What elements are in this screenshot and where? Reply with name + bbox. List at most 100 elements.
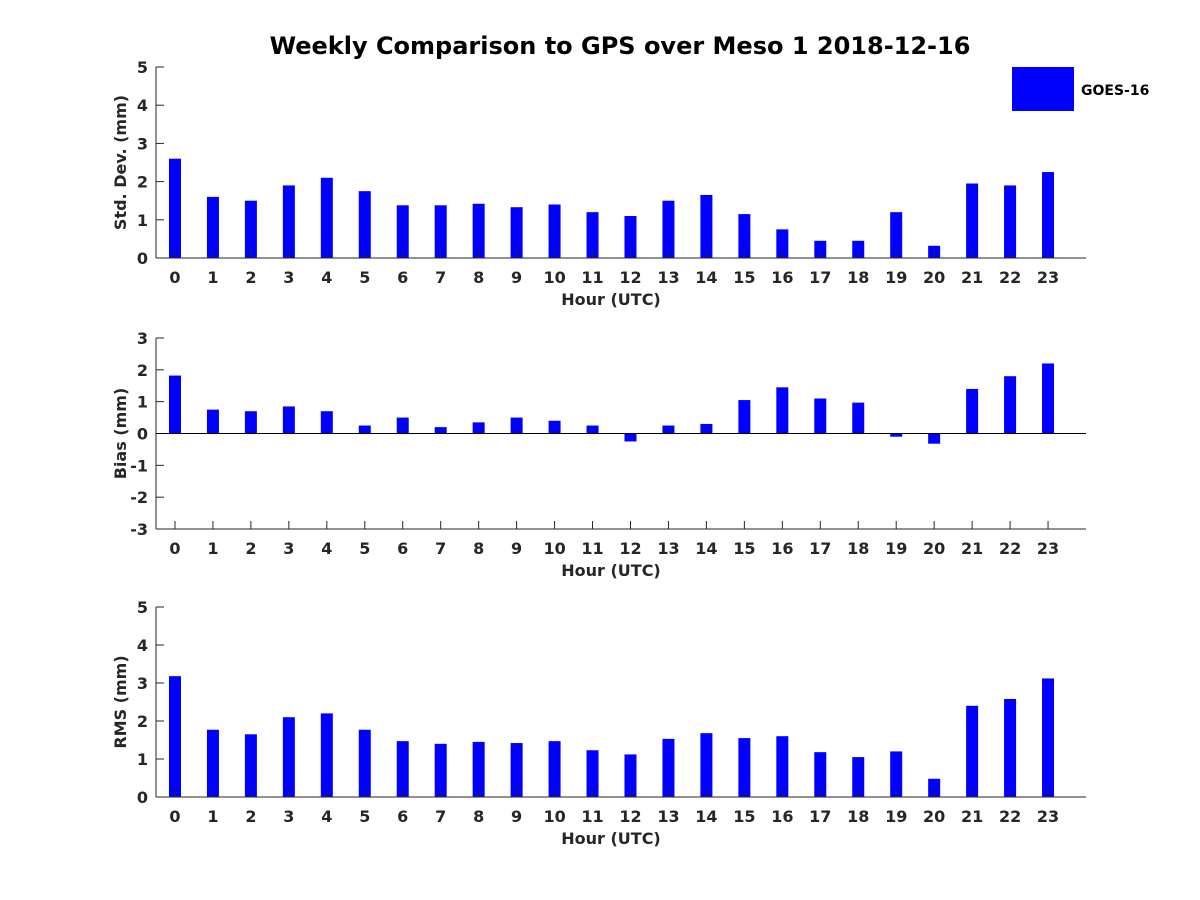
- bar-std-dev-hour-13: [662, 200, 675, 258]
- bar-bias-hour-19: [890, 433, 903, 437]
- x-tick-label: 18: [847, 807, 869, 826]
- x-tick-label: 18: [847, 268, 869, 287]
- bar-std-dev-hour-11: [586, 212, 599, 258]
- bar-bias-hour-13: [662, 425, 675, 434]
- bar-rms-hour-3: [282, 717, 295, 797]
- x-tick-label: 20: [923, 807, 945, 826]
- y-tick-label: 2: [137, 173, 148, 192]
- x-tick-label: 3: [283, 268, 294, 287]
- x-tick-label: 23: [1037, 807, 1059, 826]
- bar-rms-hour-7: [434, 743, 447, 797]
- x-tick-label: 0: [169, 807, 180, 826]
- bar-rms-hour-2: [244, 734, 257, 797]
- y-tick-label: 4: [137, 636, 148, 655]
- x-tick-label: 17: [809, 268, 831, 287]
- x-tick-label: 11: [581, 807, 603, 826]
- x-tick-label: 2: [245, 539, 256, 558]
- bar-bias-hour-21: [966, 388, 979, 434]
- x-tick-label: 9: [511, 807, 522, 826]
- x-tick-label: 4: [321, 807, 332, 826]
- x-tick-label: 21: [961, 539, 983, 558]
- bar-std-dev-hour-15: [738, 214, 751, 258]
- x-tick-label: 17: [809, 807, 831, 826]
- y-tick-label: 4: [137, 96, 148, 115]
- y-tick-label: 3: [137, 674, 148, 693]
- x-tick-label: 23: [1037, 539, 1059, 558]
- bar-rms-hour-14: [700, 733, 713, 797]
- x-tick-label: 4: [321, 539, 332, 558]
- x-tick-label: 1: [207, 539, 218, 558]
- legend-swatch: [1012, 67, 1074, 111]
- x-tick-label: 9: [511, 268, 522, 287]
- x-tick-label: 13: [657, 268, 679, 287]
- bar-rms-hour-15: [738, 738, 751, 797]
- x-tick-label: 21: [961, 807, 983, 826]
- x-tick-label: 2: [245, 807, 256, 826]
- bar-bias-hour-15: [738, 400, 751, 434]
- x-tick-label: 7: [435, 539, 446, 558]
- x-tick-label: 16: [771, 807, 793, 826]
- y-tick-label: 3: [137, 134, 148, 153]
- y-tick-label: 0: [137, 249, 148, 268]
- bar-std-dev-hour-0: [168, 158, 181, 258]
- x-tick-label: 19: [885, 539, 907, 558]
- bar-std-dev-hour-4: [320, 177, 333, 258]
- bar-bias-hour-20: [928, 433, 941, 444]
- x-tick-label: 15: [733, 807, 755, 826]
- x-tick-label: 11: [581, 539, 603, 558]
- bar-rms-hour-19: [890, 751, 903, 797]
- bar-std-dev-hour-17: [814, 240, 827, 258]
- x-tick-label: 1: [207, 268, 218, 287]
- y-tick-label: 1: [137, 750, 148, 769]
- y-axis-label: Bias (mm): [111, 388, 130, 480]
- bar-rms-hour-11: [586, 750, 599, 797]
- x-tick-label: 4: [321, 268, 332, 287]
- x-tick-label: 13: [657, 807, 679, 826]
- x-tick-label: 6: [397, 807, 408, 826]
- x-tick-label: 0: [169, 539, 180, 558]
- bar-std-dev-hour-9: [510, 207, 523, 258]
- y-tick-label: 3: [137, 329, 148, 348]
- x-tick-label: 22: [999, 539, 1021, 558]
- x-tick-label: 16: [771, 539, 793, 558]
- bar-std-dev-hour-19: [890, 212, 903, 258]
- bar-std-dev-hour-10: [548, 204, 561, 258]
- x-tick-label: 18: [847, 539, 869, 558]
- x-tick-label: 6: [397, 268, 408, 287]
- x-tick-label: 1: [207, 807, 218, 826]
- chart-title: Weekly Comparison to GPS over Meso 1 201…: [270, 32, 971, 60]
- bar-bias-hour-10: [548, 420, 561, 434]
- x-tick-label: 2: [245, 268, 256, 287]
- bar-std-dev-hour-1: [206, 196, 219, 258]
- bar-rms-hour-8: [472, 741, 485, 797]
- bar-std-dev-hour-23: [1042, 172, 1055, 258]
- x-tick-label: 22: [999, 807, 1021, 826]
- y-tick-label: 2: [137, 712, 148, 731]
- bar-bias-hour-14: [700, 423, 713, 434]
- bar-bias-hour-8: [472, 422, 485, 434]
- bar-rms-hour-18: [852, 757, 865, 797]
- bar-std-dev-hour-5: [358, 191, 371, 258]
- x-tick-label: 12: [619, 268, 641, 287]
- bar-rms-hour-4: [320, 713, 333, 797]
- x-tick-label: 15: [733, 539, 755, 558]
- y-axis-label: Std. Dev. (mm): [111, 95, 130, 230]
- bar-std-dev-hour-6: [396, 205, 409, 258]
- y-tick-label: 5: [137, 58, 148, 77]
- legend: GOES-16: [1012, 67, 1149, 111]
- y-tick-label: 1: [137, 211, 148, 230]
- bar-bias-hour-1: [206, 409, 219, 434]
- y-tick-label: 5: [137, 598, 148, 617]
- bar-bias-hour-5: [358, 425, 371, 434]
- x-tick-label: 13: [657, 539, 679, 558]
- bar-bias-hour-6: [396, 417, 409, 434]
- bar-bias-hour-22: [1004, 376, 1017, 434]
- bar-bias-hour-12: [624, 433, 637, 442]
- bar-std-dev-hour-18: [852, 240, 865, 258]
- bar-std-dev-hour-2: [244, 200, 257, 258]
- bar-rms-hour-17: [814, 752, 827, 797]
